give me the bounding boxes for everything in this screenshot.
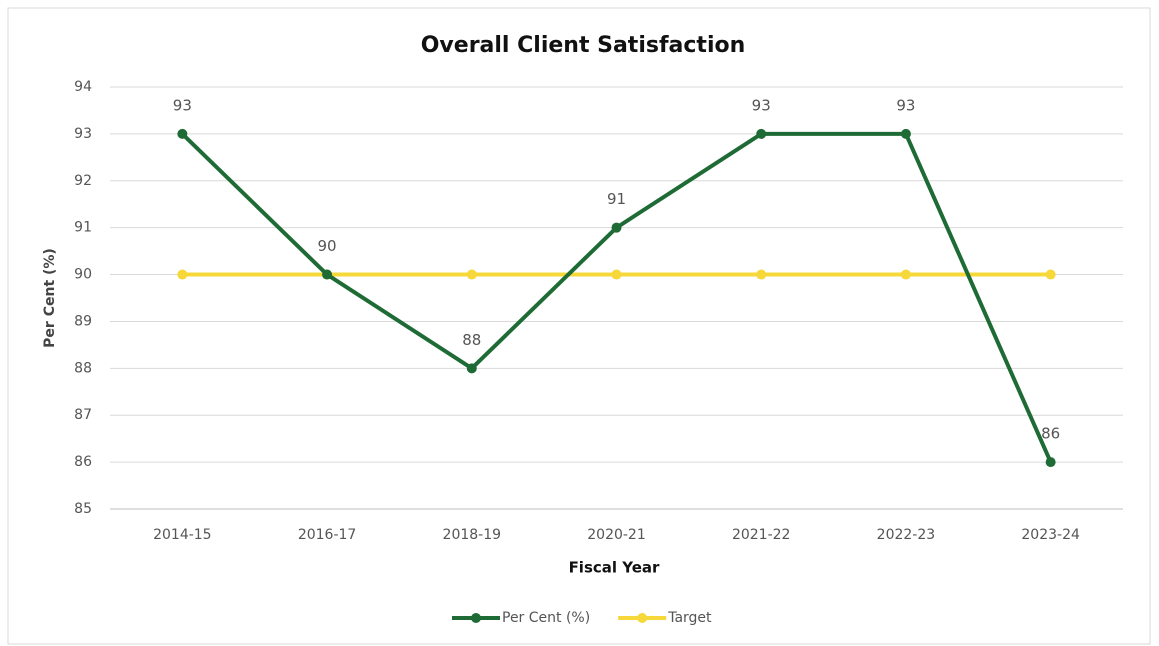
x-tick-label: 2021-22 [732,527,791,543]
y-tick-label: 85 [74,501,92,517]
y-tick-label: 89 [74,313,92,329]
y-axis-label: Per Cent (%) [42,248,58,348]
x-tick-label: 2014-15 [153,527,212,543]
data-point [756,269,767,280]
data-point [1045,457,1056,468]
data-point [466,363,477,374]
y-tick-label: 87 [74,407,92,423]
data-point [466,269,477,280]
x-tick-label: 2018-19 [443,527,502,543]
data-point [1045,269,1056,280]
data-point [756,128,767,139]
data-label: 93 [752,96,771,114]
x-tick-label: 2016-17 [298,527,357,543]
x-tick-label: 2022-23 [877,527,936,543]
y-tick-label: 90 [74,267,92,283]
chart-frame [7,7,1151,645]
y-tick-label: 92 [74,173,92,189]
x-axis-label: Fiscal Year [569,559,660,577]
data-point [900,269,911,280]
x-tick-label: 2023-24 [1021,527,1080,543]
chart-title: Overall Client Satisfaction [421,33,746,58]
legend-marker [471,613,481,623]
data-point [177,269,188,280]
legend-label: Target [667,610,712,626]
y-tick-label: 91 [74,220,92,236]
y-tick-label: 86 [74,454,92,470]
data-point [177,128,188,139]
data-point [322,269,333,280]
legend-label: Per Cent (%) [502,610,590,626]
data-label: 90 [318,237,337,255]
data-label: 93 [173,96,192,114]
y-tick-label: 88 [74,360,92,376]
data-point [900,128,911,139]
data-point [611,222,622,233]
x-tick-label: 2020-21 [587,527,646,543]
y-tick-label: 93 [74,126,92,142]
legend-marker [637,613,648,623]
data-label: 86 [1041,425,1060,443]
y-tick-label: 94 [74,79,92,95]
data-label: 88 [462,331,481,349]
data-point [611,269,622,280]
data-label: 93 [896,96,915,114]
data-label: 91 [607,190,626,208]
